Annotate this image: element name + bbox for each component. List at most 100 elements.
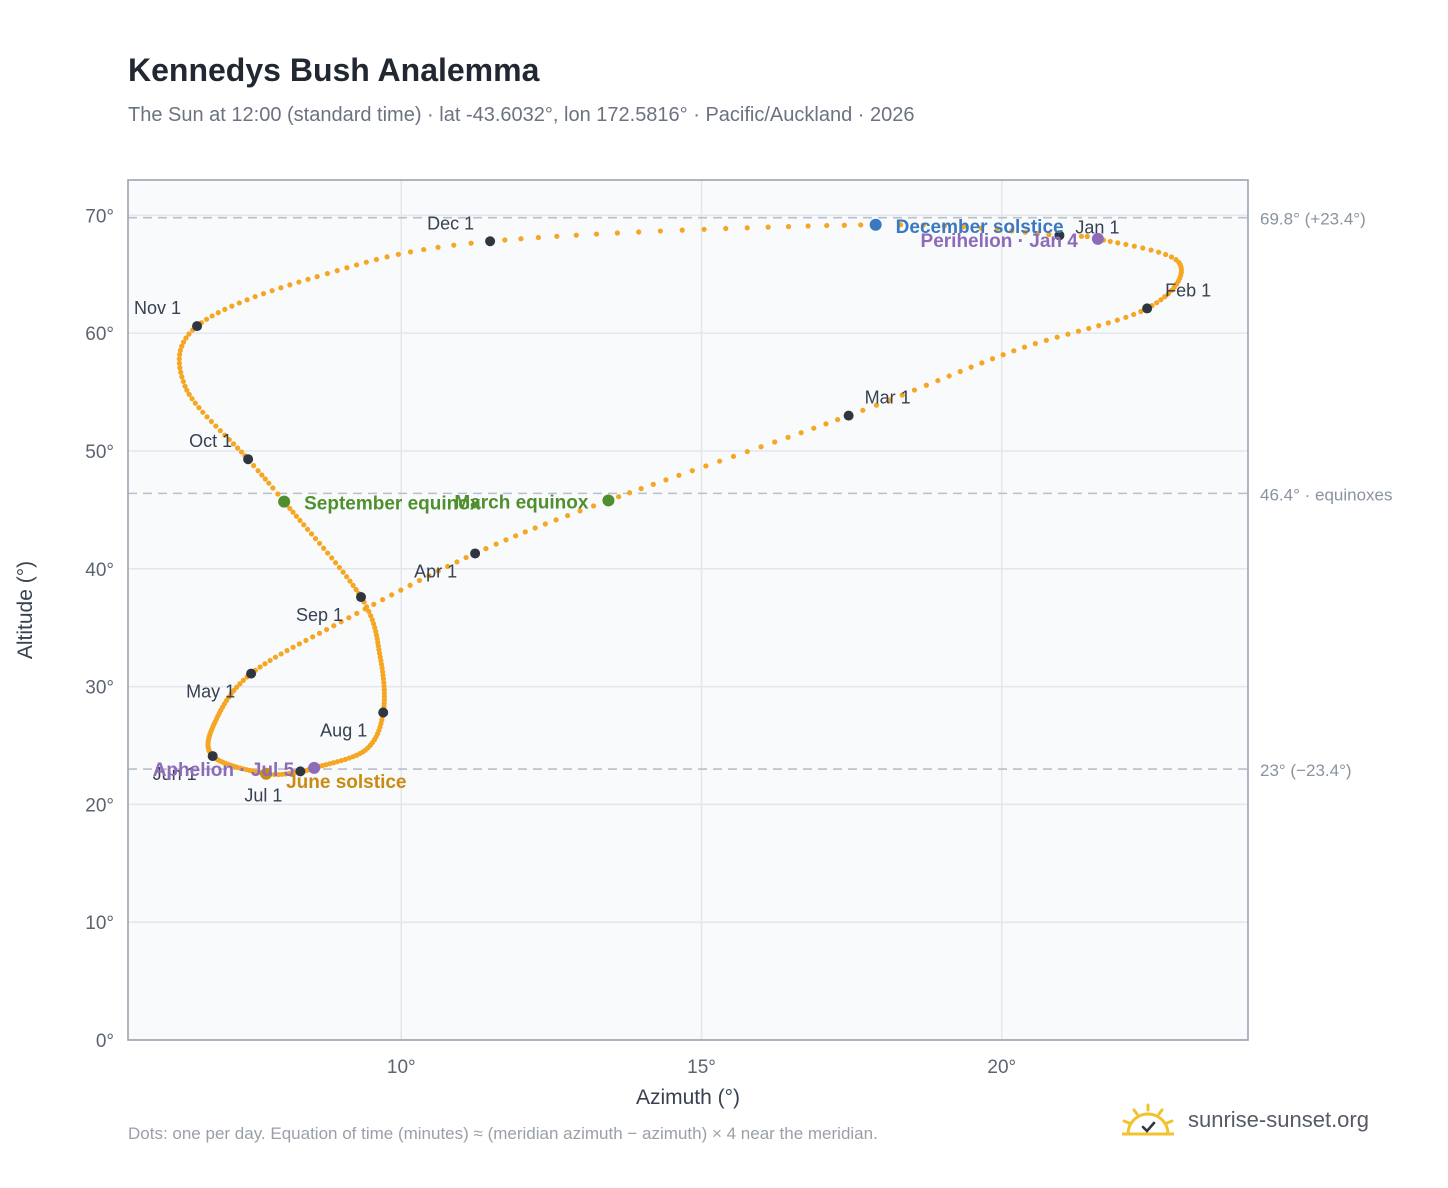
daily-sun-dot (1065, 331, 1071, 337)
daily-sun-dot (873, 402, 880, 408)
daily-sun-dot (346, 615, 352, 621)
daily-sun-dot (1131, 243, 1137, 249)
daily-sun-dot (334, 759, 341, 765)
daily-sun-dot (398, 587, 404, 593)
y-tick-label: 10° (85, 913, 114, 934)
daily-sun-dot (805, 223, 811, 229)
daily-sun-dot (1148, 247, 1154, 253)
daily-sun-dot (1054, 334, 1060, 340)
daily-sun-dot (689, 468, 695, 474)
sun-logo-icon (1122, 1103, 1174, 1136)
plot-border (127, 179, 1249, 1041)
daily-sun-dot (823, 421, 829, 427)
daily-sun-dot (177, 347, 184, 354)
daily-sun-dot (178, 369, 184, 375)
daily-sun-dot (177, 365, 183, 371)
event-marker (278, 495, 291, 508)
reference-line-label: 23° (−23.4°) (1260, 761, 1352, 780)
daily-sun-dot (920, 222, 926, 228)
month-marker (295, 766, 306, 777)
daily-sun-dot (363, 259, 369, 265)
daily-sun-dot (368, 613, 374, 619)
daily-sun-dot (230, 441, 237, 447)
daily-sun-dot (535, 234, 541, 241)
daily-sun-dot (305, 276, 311, 282)
daily-sun-dot (935, 377, 941, 384)
daily-sun-dot (989, 356, 996, 362)
daily-sun-dot (316, 540, 323, 546)
daily-sun-dot (1000, 352, 1006, 358)
daily-sun-dot (407, 582, 413, 588)
daily-sun-dot (180, 378, 186, 385)
reference-line-label: 46.4° · equinoxes (1260, 485, 1393, 504)
daily-sun-dot (176, 356, 182, 362)
event-label: Perihelion · Jan 4 (921, 231, 1079, 252)
daily-sun-dot (451, 242, 457, 248)
daily-sun-dot (213, 423, 219, 429)
daily-sun-dot (237, 681, 243, 687)
event-marker (869, 218, 882, 231)
daily-sun-dot (503, 537, 509, 543)
daily-sun-dot (344, 265, 350, 271)
daily-sun-dot (189, 396, 195, 402)
y-axis-label: Altitude (°) (14, 561, 37, 659)
daily-sun-dot (421, 246, 427, 253)
daily-sun-dot (323, 626, 330, 633)
daily-sun-dot (1084, 233, 1090, 240)
daily-sun-dot (614, 230, 620, 236)
daily-sun-dot (1123, 314, 1129, 320)
brand[interactable]: sunrise-sunset.org (1120, 1102, 1369, 1138)
daily-sun-dot (636, 229, 642, 235)
daily-sun-dot (616, 494, 622, 500)
daily-sun-dot (679, 227, 685, 233)
daily-sun-dot (234, 684, 240, 690)
daily-sun-dot (979, 360, 985, 366)
daily-sun-dot (703, 463, 709, 469)
daily-sun-dot (217, 428, 223, 434)
daily-sun-dot (226, 436, 232, 443)
daily-sun-dot (267, 657, 273, 664)
daily-sun-dot (293, 513, 300, 519)
daily-sun-dot (1115, 240, 1121, 246)
daily-sun-dot (229, 303, 235, 309)
month-marker (378, 707, 389, 718)
footnote: Dots: one per day. Equation of time (min… (128, 1124, 878, 1143)
daily-sun-dot (204, 414, 210, 420)
daily-sun-dot (384, 254, 390, 260)
month-label: Nov 1 (134, 298, 181, 318)
daily-sun-dot (1034, 230, 1041, 237)
daily-sun-dot (338, 757, 345, 764)
daily-sun-dot (744, 448, 750, 455)
month-label: Apr 1 (414, 561, 457, 581)
month-marker (192, 321, 203, 332)
daily-sun-dot (657, 228, 663, 234)
daily-sun-dot (209, 313, 215, 319)
daily-sun-dot (270, 485, 276, 491)
daily-sun-dot (532, 525, 538, 531)
daily-sun-dot (389, 592, 395, 598)
daily-sun-dot (513, 533, 519, 539)
event-label: Aphelion · Jul 5 (153, 760, 295, 781)
daily-sun-dot (407, 249, 414, 255)
daily-sun-dot (1156, 249, 1162, 255)
daily-sun-dot (308, 531, 315, 537)
daily-sun-dot (1138, 308, 1144, 315)
daily-sun-dot (186, 331, 192, 337)
daily-sun-dot (395, 251, 401, 257)
daily-sun-dot (353, 262, 360, 268)
daily-sun-dot (371, 601, 377, 607)
daily-sun-dot (676, 472, 682, 478)
daily-sun-dot (811, 425, 817, 431)
event-marker (1091, 232, 1104, 245)
daily-sun-dot (650, 481, 656, 487)
daily-sun-dot (730, 453, 737, 459)
daily-sun-dot (1158, 297, 1164, 303)
daily-sun-dot (369, 617, 375, 623)
daily-sun-dot (287, 505, 293, 512)
month-label: Mar 1 (865, 388, 911, 408)
daily-sun-dot (332, 560, 339, 566)
month-marker (243, 454, 254, 465)
daily-sun-dot (772, 439, 778, 445)
daily-sun-dot (269, 288, 275, 294)
daily-sun-dot (717, 458, 723, 464)
